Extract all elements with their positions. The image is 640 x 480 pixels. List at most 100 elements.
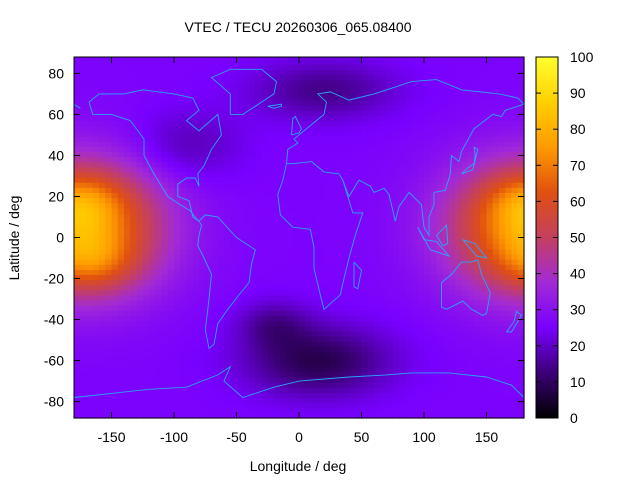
heatmap-cell xyxy=(274,141,281,147)
heatmap-cell xyxy=(380,161,388,168)
heatmap-cell xyxy=(280,141,288,147)
heatmap-cell xyxy=(174,320,181,327)
heatmap-cell xyxy=(86,376,94,383)
heatmap-cell xyxy=(355,346,363,352)
heatmap-cell xyxy=(117,120,125,127)
heatmap-cell xyxy=(92,197,100,204)
heatmap-cell xyxy=(199,300,206,306)
heatmap-cell xyxy=(392,187,400,193)
heatmap-cell xyxy=(149,351,156,358)
heatmap-cell xyxy=(205,105,213,111)
heatmap-cell xyxy=(317,105,325,111)
heatmap-cell xyxy=(380,135,388,142)
heatmap-cell xyxy=(280,351,288,358)
heatmap-cell xyxy=(430,351,438,358)
heatmap-cell xyxy=(117,218,125,224)
heatmap-cell xyxy=(430,248,438,255)
heatmap-cell xyxy=(286,223,294,229)
heatmap-cell xyxy=(311,300,319,306)
heatmap-cell xyxy=(211,233,219,240)
heatmap-cell xyxy=(399,387,406,393)
heatmap-cell xyxy=(336,156,344,163)
heatmap-cell xyxy=(167,387,175,393)
heatmap-cell xyxy=(286,376,294,383)
heatmap-cell xyxy=(267,310,275,317)
heatmap-cell xyxy=(317,182,325,188)
heatmap-cell xyxy=(142,315,150,322)
heatmap-cell xyxy=(174,130,181,137)
heatmap-cell xyxy=(305,212,313,219)
heatmap-cell xyxy=(442,320,450,327)
heatmap-cell xyxy=(467,264,475,270)
heatmap-cell xyxy=(224,182,231,188)
heatmap-cell xyxy=(361,361,369,368)
heatmap-cell xyxy=(461,279,469,286)
heatmap-cell xyxy=(124,407,131,414)
heatmap-cell xyxy=(161,330,169,337)
heatmap-cell xyxy=(180,253,188,260)
heatmap-cell xyxy=(130,356,138,363)
heatmap-cell xyxy=(474,371,481,378)
heatmap-cell xyxy=(80,371,88,378)
heatmap-cell xyxy=(361,141,369,147)
heatmap-cell xyxy=(424,135,431,142)
heatmap-cell xyxy=(492,351,500,358)
heatmap-cell xyxy=(474,310,481,317)
heatmap-cell xyxy=(230,135,238,142)
heatmap-cell xyxy=(349,341,356,347)
heatmap-cell xyxy=(442,366,450,373)
heatmap-cell xyxy=(405,294,413,301)
heatmap-cell xyxy=(174,156,181,163)
heatmap-cell xyxy=(105,156,113,163)
heatmap-cell xyxy=(180,94,188,101)
heatmap-cell xyxy=(492,284,500,291)
heatmap-cell xyxy=(486,253,494,260)
heatmap-cell xyxy=(274,253,281,260)
heatmap-cell xyxy=(480,212,488,219)
heatmap-cell xyxy=(149,166,156,173)
heatmap-cell xyxy=(292,387,300,393)
heatmap-cell xyxy=(199,110,206,117)
heatmap-cell xyxy=(436,305,444,311)
heatmap-cell xyxy=(499,120,506,127)
heatmap-cell xyxy=(417,382,425,388)
heatmap-cell xyxy=(261,238,269,245)
heatmap-cell xyxy=(111,64,119,70)
heatmap-cell xyxy=(367,402,375,409)
heatmap-cell xyxy=(424,335,431,342)
heatmap-cell xyxy=(186,89,194,96)
heatmap-cell xyxy=(199,146,206,152)
heatmap-cell xyxy=(342,130,350,137)
heatmap-cell xyxy=(186,392,194,399)
heatmap-cell xyxy=(467,84,475,91)
heatmap-cell xyxy=(92,57,100,60)
heatmap-cell xyxy=(417,253,425,260)
heatmap-cell xyxy=(130,176,138,183)
heatmap-cell xyxy=(499,279,506,286)
heatmap-cell xyxy=(211,341,219,347)
heatmap-cell xyxy=(205,259,213,265)
heatmap-cell xyxy=(367,233,375,240)
heatmap-cell xyxy=(342,151,350,158)
heatmap-cell xyxy=(392,407,400,414)
heatmap-cell xyxy=(349,105,356,111)
heatmap-cell xyxy=(424,269,431,276)
heatmap-cell xyxy=(205,74,213,81)
heatmap-cell xyxy=(80,376,88,383)
heatmap-cell xyxy=(480,248,488,255)
heatmap-cell xyxy=(230,115,238,122)
heatmap-cell xyxy=(274,125,281,132)
heatmap-cell xyxy=(305,284,313,291)
heatmap-cell xyxy=(436,392,444,399)
heatmap-cell xyxy=(99,294,106,301)
heatmap-cell xyxy=(380,223,388,229)
heatmap-cell xyxy=(299,335,306,342)
heatmap-cell xyxy=(105,100,113,106)
heatmap-cell xyxy=(411,310,419,317)
heatmap-cell xyxy=(324,207,331,214)
heatmap-cell xyxy=(286,351,294,358)
heatmap-cell xyxy=(324,392,331,399)
heatmap-cell xyxy=(205,366,213,373)
heatmap-cell xyxy=(286,356,294,363)
heatmap-cell xyxy=(455,325,463,332)
